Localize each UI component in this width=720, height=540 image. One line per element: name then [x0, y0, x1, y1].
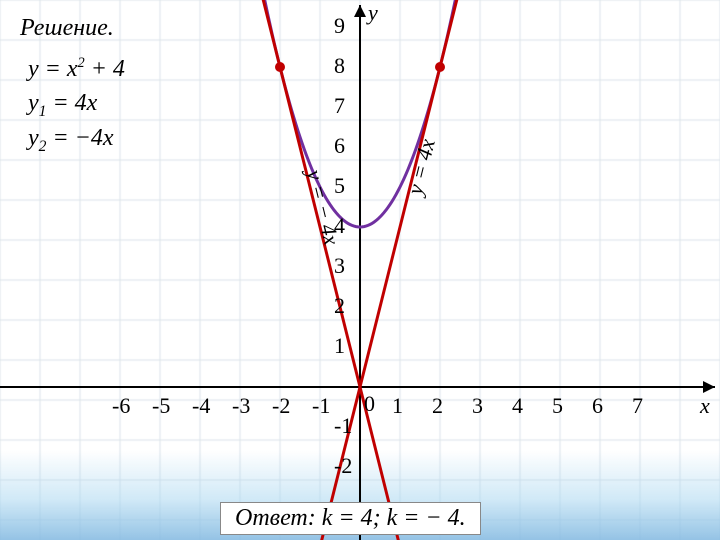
tick-y-3: 3: [334, 253, 345, 279]
tick-x-3: 3: [472, 393, 483, 419]
tick-y-7: 7: [334, 93, 345, 119]
eq-y2: y2 = −4x: [28, 125, 114, 156]
tick-x-2: 2: [432, 393, 443, 419]
tick-y--2: -2: [334, 453, 352, 479]
tick-x-4: 4: [512, 393, 523, 419]
tick-y--1: -1: [334, 413, 352, 439]
tick-x--3: -3: [232, 393, 250, 419]
tick-x-5: 5: [552, 393, 563, 419]
eq-main: y = x2 + 4: [28, 55, 125, 83]
tick-x--4: -4: [192, 393, 210, 419]
tick-y-2: 2: [334, 293, 345, 319]
tick-y-6: 6: [334, 133, 345, 159]
axis-label-x: x: [700, 393, 710, 419]
tick-y-4: 4: [334, 213, 345, 239]
tick-x-6: 6: [592, 393, 603, 419]
tick-x-1: 1: [392, 393, 403, 419]
tick-x--2: -2: [272, 393, 290, 419]
tick-y-9: 9: [334, 13, 345, 39]
answer-box: Ответ: k = 4; k = − 4.: [220, 502, 481, 535]
tick-x-0: 0: [364, 391, 375, 417]
tick-y-1: 1: [334, 333, 345, 359]
axis-label-y: y: [368, 0, 378, 26]
tick-y-5: 5: [334, 173, 345, 199]
tick-x--5: -5: [152, 393, 170, 419]
eq-y1: y1 = 4x: [28, 90, 97, 121]
tick-y-8: 8: [334, 53, 345, 79]
tick-x-7: 7: [632, 393, 643, 419]
title-text: Решение.: [20, 15, 114, 42]
tick-x--6: -6: [112, 393, 130, 419]
tick-x--1: -1: [312, 393, 330, 419]
